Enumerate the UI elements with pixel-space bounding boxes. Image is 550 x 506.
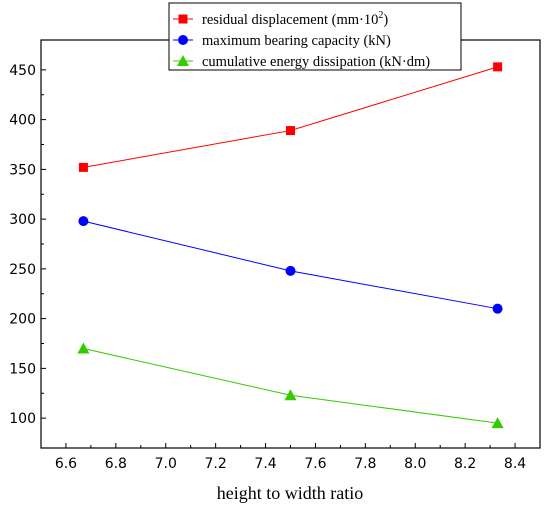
legend-marker-circle [178,35,188,45]
series-markers [77,62,504,429]
legend-box [168,2,462,71]
y-tick-label: 300 [9,212,36,228]
series-line-triangle [83,348,498,424]
x-tick-label: 7.4 [254,456,276,472]
x-tick-label: 8.0 [404,456,426,472]
legend-suffix: ) [383,12,388,28]
y-tick-label: 100 [9,411,36,427]
x-tick-label: 8.2 [454,456,476,472]
data-point-circle [78,216,89,227]
x-tick-label: 8.4 [504,456,526,472]
data-point-triangle [284,389,297,401]
data-point-square [78,162,88,172]
plot-frame [40,39,541,449]
y-tick-label: 450 [9,63,36,79]
legend-label: residual displacement (mm·102) [202,10,388,28]
x-tick-label: 7.2 [205,456,227,472]
series-lines [83,66,498,424]
y-tick-label: 250 [9,262,36,278]
legend-superscript: 2 [378,10,383,21]
x-tick-label: 6.8 [105,456,127,472]
legend-label: cumulative energy dissipation (kN·dm) [202,54,430,70]
legend-marker-square [178,14,188,24]
data-point-circle [285,265,296,276]
legend-label: maximum bearing capacity (kN) [202,33,391,49]
data-point-square [493,62,503,72]
data-point-circle [492,303,503,314]
y-tick-label: 400 [9,113,36,129]
series-line-square [83,66,498,168]
legend-entries: residual displacement (mm·102) maximum be… [173,10,430,70]
y-tick-label: 200 [9,312,36,328]
x-axis-title: height to width ratio [217,483,363,503]
x-tick-label: 7.6 [304,456,326,472]
legend-marker-triangle [177,55,189,66]
legend: residual displacement (mm·102) maximum be… [168,2,462,71]
data-point-triangle [491,417,504,429]
data-point-square [286,126,295,136]
x-tick-label: 6.6 [55,456,77,472]
y-tick-label: 350 [9,162,36,178]
axis-ticks: 6.6 6.8 7.0 7.2 7.4 7.6 7.8 8.0 8.2 8.4 100 150 200 2… [9,63,526,472]
data-point-triangle [77,342,90,354]
series-line-circle [83,220,498,310]
x-tick-label: 7.0 [155,456,177,472]
y-tick-label: 150 [9,361,36,377]
x-tick-label: 7.8 [354,456,376,472]
